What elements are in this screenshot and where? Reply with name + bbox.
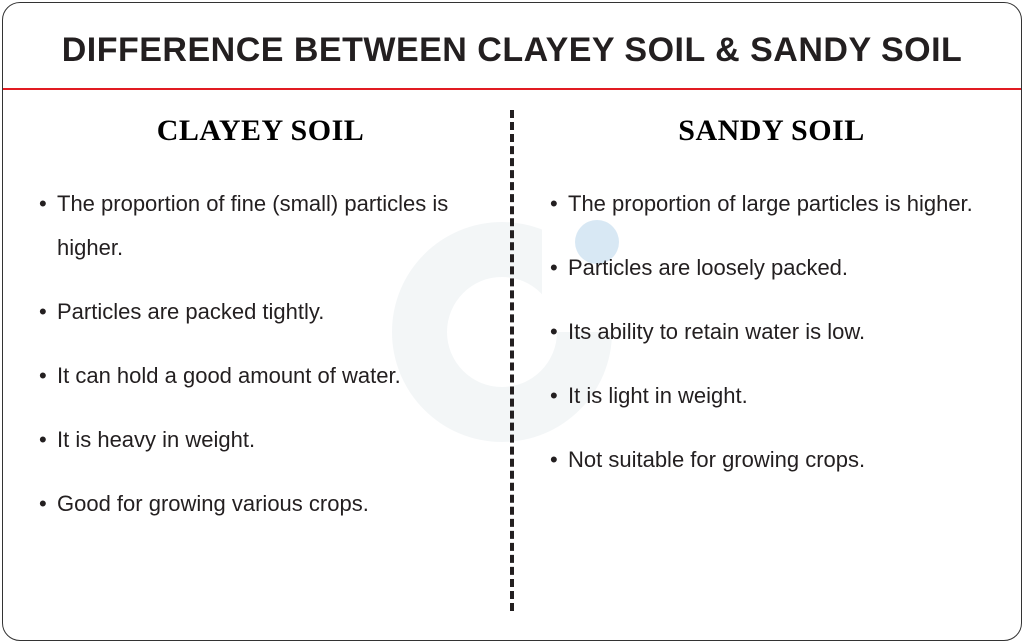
list-item: Particles are loosely packed. — [550, 246, 993, 290]
list-item: Good for growing various crops. — [39, 482, 482, 526]
right-column: SANDY SOIL The proportion of large parti… — [514, 90, 1021, 641]
left-heading: CLAYEY SOIL — [39, 114, 482, 148]
list-item: It can hold a good amount of water. — [39, 354, 482, 398]
list-item: Particles are packed tightly. — [39, 290, 482, 334]
list-item: Its ability to retain water is low. — [550, 310, 993, 354]
list-item: The proportion of fine (small) particles… — [39, 182, 482, 270]
list-item: Not suitable for growing crops. — [550, 438, 993, 482]
left-points-list: The proportion of fine (small) particles… — [39, 182, 482, 526]
list-item: It is heavy in weight. — [39, 418, 482, 462]
page-title: DIFFERENCE BETWEEN CLAYEY SOIL & SANDY S… — [3, 3, 1021, 88]
comparison-columns: CLAYEY SOIL The proportion of fine (smal… — [3, 90, 1021, 641]
comparison-card: DIFFERENCE BETWEEN CLAYEY SOIL & SANDY S… — [2, 2, 1022, 641]
list-item: The proportion of large particles is hig… — [550, 182, 993, 226]
left-column: CLAYEY SOIL The proportion of fine (smal… — [3, 90, 510, 641]
right-heading: SANDY SOIL — [550, 114, 993, 148]
right-points-list: The proportion of large particles is hig… — [550, 182, 993, 482]
list-item: It is light in weight. — [550, 374, 993, 418]
